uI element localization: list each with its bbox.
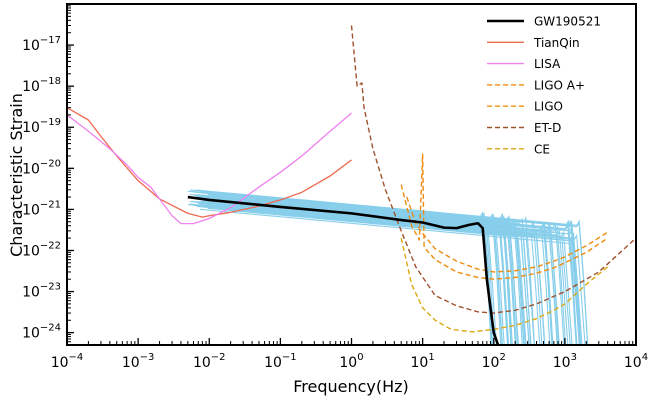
series-line-ligo — [406, 196, 609, 273]
legend-label: GW190521 — [534, 15, 601, 29]
waveform-line — [202, 194, 523, 345]
x-axis-label: Frequency(Hz) — [293, 377, 409, 396]
waveform-line — [196, 189, 589, 345]
y-tick-label: 10−18 — [22, 76, 61, 95]
legend-label: TianQin — [533, 36, 580, 50]
legend-label: LIGO A+ — [534, 78, 585, 92]
series-line-gw190521 — [187, 195, 500, 345]
waveform-line — [198, 203, 583, 345]
series-line-ligo-a- — [400, 153, 609, 280]
waveform-line — [202, 191, 581, 345]
y-tick-label: 10−20 — [22, 158, 61, 177]
waveform-line — [194, 194, 578, 345]
legend-label: ET-D — [534, 121, 561, 135]
y-tick-label: 10−19 — [22, 117, 61, 136]
x-tick-label: 10−3 — [122, 352, 155, 371]
series-line-tianqin — [67, 107, 352, 218]
x-tick-label: 101 — [411, 352, 435, 371]
y-tick-label: 10−22 — [22, 240, 61, 259]
y-tick-label: 10−17 — [22, 35, 61, 54]
waveform-line — [200, 208, 581, 345]
waveform-line — [198, 204, 530, 345]
x-tick-label: 10−2 — [193, 352, 226, 371]
legend-label: LIGO — [534, 100, 563, 114]
waveform-line — [202, 206, 581, 345]
series-layer — [67, 25, 636, 345]
y-tick-label: 10−23 — [22, 282, 61, 301]
x-tick-label: 100 — [339, 352, 363, 371]
x-tick-label: 10−4 — [51, 352, 84, 371]
axis-ticks: 10−4 10−3 10−2 10−1 100 101 102 103 104 10−24 10−2… — [22, 5, 648, 371]
legend-label: CE — [534, 142, 550, 156]
waveform-line — [193, 204, 546, 345]
y-axis-label: Characteristic Strain — [7, 93, 26, 257]
x-tick-label: 102 — [482, 352, 506, 371]
x-tick-label: 10−1 — [264, 352, 297, 371]
legend-label: LISA — [534, 57, 561, 71]
waveform-line — [190, 200, 505, 345]
y-tick-label: 10−21 — [22, 199, 61, 218]
x-tick-label: 103 — [553, 352, 577, 371]
y-tick-label: 10−24 — [22, 323, 61, 342]
waveform-line — [208, 193, 532, 345]
series-line-lisa — [67, 112, 352, 225]
series-line-et-d — [350, 25, 636, 314]
x-tick-label: 104 — [624, 352, 648, 371]
legend: GW190521 TianQin LISA LIGO A+ LIGO ET-D CE — [487, 15, 601, 156]
background-waveforms — [187, 189, 589, 345]
waveform-line — [193, 196, 503, 345]
plot-frame — [66, 3, 637, 346]
